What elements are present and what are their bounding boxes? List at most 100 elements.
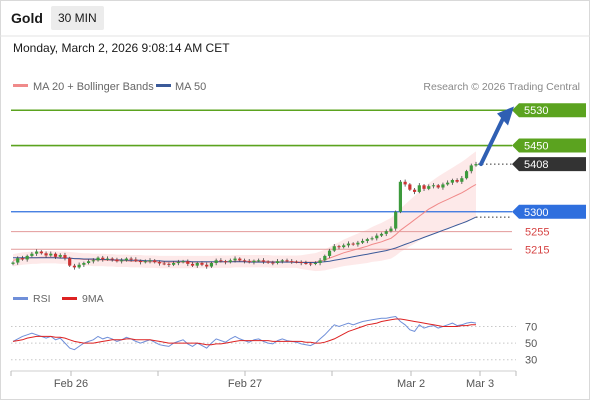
candle-body <box>138 260 143 263</box>
ma50-legend-swatch <box>156 84 171 87</box>
candle-body <box>58 255 62 257</box>
candle-body <box>408 184 412 190</box>
candle-body <box>342 245 346 248</box>
candle-body <box>403 181 407 185</box>
level-label-5255: 5255 <box>525 227 549 239</box>
candle-body <box>337 246 341 248</box>
candle-body <box>172 262 176 265</box>
candle-body <box>299 262 303 264</box>
bollinger-bands <box>13 151 476 272</box>
price-levels: 5530 5450 5408 5300 5255 5215 <box>11 103 586 256</box>
candle-body <box>143 261 147 263</box>
candle-body <box>257 260 261 262</box>
candle-body <box>63 255 67 259</box>
candle-body <box>68 258 72 266</box>
candle-body <box>460 178 464 182</box>
candle-body <box>318 260 322 263</box>
candle-body <box>153 260 157 263</box>
level-tag-5300 <box>512 204 586 219</box>
forecast-arrow <box>479 106 514 167</box>
level-label-5530: 5530 <box>524 105 548 117</box>
candle-body <box>195 262 199 266</box>
period-selector[interactable]: 30 MIN <box>51 6 104 30</box>
candle-body <box>464 171 469 179</box>
candle-body <box>446 182 450 185</box>
candle-body <box>370 238 374 240</box>
candle-body <box>124 258 128 261</box>
candle-body <box>356 242 360 245</box>
candle-body <box>285 260 289 262</box>
rsi-tick-70: 70 <box>525 321 537 333</box>
credit-text: Research © 2026 Trading Central <box>423 81 580 93</box>
level-tag-5408 <box>512 157 586 172</box>
candle-body <box>436 185 440 188</box>
candle-body <box>186 261 190 264</box>
candle-body <box>455 179 459 182</box>
candle-body <box>474 164 478 166</box>
candle-body <box>72 265 77 268</box>
level-label-5300: 5300 <box>524 207 548 219</box>
candle-body <box>417 185 421 192</box>
rsi-ma-line <box>12 318 476 346</box>
candle-body <box>309 263 313 265</box>
candle-body <box>422 185 426 189</box>
candle-body <box>205 264 209 267</box>
candle-body <box>375 235 379 239</box>
rsi-legend: RSI 9MA <box>13 293 104 305</box>
candle-body <box>190 263 195 266</box>
candle-body <box>469 165 473 172</box>
candle-body <box>224 261 228 263</box>
bollinger-band-area <box>13 151 476 272</box>
ma50-legend-label: MA 50 <box>175 81 206 93</box>
candle-body <box>247 261 251 263</box>
candle-body <box>86 261 91 263</box>
candle-body <box>304 262 308 264</box>
chart-legend: MA 20 + Bollinger Bands MA 50 Research ©… <box>13 81 580 93</box>
rsi-tick-30: 30 <box>525 355 537 367</box>
rsi-line <box>12 315 477 351</box>
level-label-5450: 5450 <box>524 141 548 153</box>
candle-body <box>91 260 95 262</box>
timestamp: Monday, March 2, 2026 9:08:14 AM CET <box>13 41 230 55</box>
candle-body <box>157 262 162 264</box>
rsi-panel: 70 50 30 <box>11 315 537 367</box>
chart-header: Gold 30 MIN <box>0 0 590 36</box>
candle-body <box>77 264 81 268</box>
candle-body <box>275 261 280 263</box>
rsi-ma-legend-swatch <box>62 297 77 300</box>
candle-body <box>167 263 171 265</box>
candle-body <box>11 262 15 264</box>
level-label-5215: 5215 <box>525 244 549 256</box>
candle-body <box>25 255 29 260</box>
candle-body <box>271 262 275 264</box>
time-tick-label: Mar 2 <box>397 378 425 390</box>
candle-body <box>351 243 355 245</box>
candle-body <box>209 262 214 267</box>
candle-body <box>200 262 204 265</box>
candle-body <box>332 246 336 251</box>
candle-body <box>134 259 138 261</box>
level-tag-5530 <box>512 103 586 118</box>
candle-body <box>120 260 124 262</box>
candle-body <box>427 186 431 189</box>
ma20-legend-label: MA 20 + Bollinger Bands <box>33 81 154 93</box>
candle-body <box>20 258 25 260</box>
candle-body <box>441 184 445 188</box>
rsi-ma-legend-label: 9MA <box>82 293 104 305</box>
candle-body <box>261 260 265 262</box>
time-tick-label: Feb 26 <box>54 378 88 390</box>
ma20-legend-swatch <box>13 84 28 87</box>
candle-body <box>96 257 100 261</box>
rsi-legend-label: RSI <box>33 293 51 305</box>
candle-body <box>327 250 332 256</box>
candle-body <box>346 243 351 246</box>
candle-body <box>252 260 256 263</box>
candle-body <box>365 239 369 241</box>
candle-body <box>398 181 403 212</box>
level-label-5408: 5408 <box>524 159 548 171</box>
candle-body <box>44 253 48 256</box>
candle-body <box>115 259 119 262</box>
candle-body <box>389 228 393 232</box>
candle-body <box>233 258 237 261</box>
